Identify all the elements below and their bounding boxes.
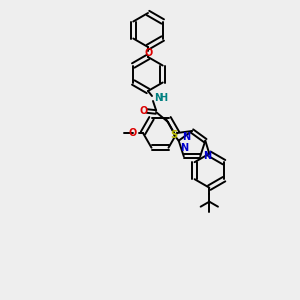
Text: S: S bbox=[170, 130, 178, 140]
Text: N: N bbox=[154, 93, 162, 103]
Text: N: N bbox=[182, 132, 190, 142]
Text: H: H bbox=[160, 93, 168, 103]
Text: N: N bbox=[180, 143, 188, 153]
Text: N: N bbox=[203, 151, 212, 161]
Text: O: O bbox=[129, 128, 137, 138]
Text: O: O bbox=[140, 106, 148, 116]
Text: O: O bbox=[145, 48, 153, 58]
